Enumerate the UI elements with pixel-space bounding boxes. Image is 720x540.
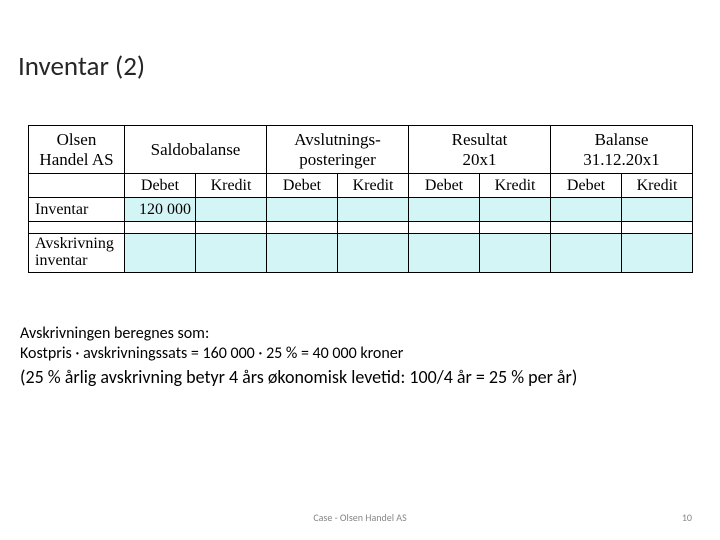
cell bbox=[622, 198, 693, 222]
body-line-3: (25 % årlig avskrivning betyr 4 års økon… bbox=[20, 366, 577, 389]
company-cell: Olsen Handel AS bbox=[29, 126, 125, 174]
footer-center: Case - Olsen Handel AS bbox=[0, 511, 720, 524]
cell bbox=[267, 234, 338, 273]
spacer bbox=[29, 222, 125, 234]
spacer bbox=[196, 222, 267, 234]
cell bbox=[409, 234, 480, 273]
spacer bbox=[551, 222, 622, 234]
spacer bbox=[267, 222, 338, 234]
spacer bbox=[338, 222, 409, 234]
table-row: Inventar 120 000 bbox=[29, 198, 693, 222]
sub-kredit: Kredit bbox=[338, 174, 409, 198]
sub-kredit: Kredit bbox=[480, 174, 551, 198]
cell bbox=[551, 234, 622, 273]
body-text: Avskrivningen beregnes som: Kostpris · a… bbox=[20, 324, 577, 389]
sub-kredit: Kredit bbox=[622, 174, 693, 198]
sub-debet: Debet bbox=[551, 174, 622, 198]
group-avslutnings: Avslutnings- posteringer bbox=[267, 126, 409, 174]
cell bbox=[125, 234, 196, 273]
row-label-inventar: Inventar bbox=[29, 198, 125, 222]
cell bbox=[196, 198, 267, 222]
body-line-2: Kostpris · avskrivningssats = 160 000 · … bbox=[20, 344, 577, 364]
spacer bbox=[622, 222, 693, 234]
spacer-row bbox=[29, 222, 693, 234]
table-row: Avskrivning inventar bbox=[29, 234, 693, 273]
group-saldobalanse: Saldobalanse bbox=[125, 126, 267, 174]
table-header-row-1: Olsen Handel AS Saldobalanse Avslutnings… bbox=[29, 126, 693, 174]
slide-title: Inventar (2) bbox=[18, 50, 145, 83]
company-name: Olsen Handel AS bbox=[39, 130, 113, 169]
cell bbox=[196, 234, 267, 273]
cell bbox=[409, 198, 480, 222]
cell: 120 000 bbox=[125, 198, 196, 222]
group-balanse: Balanse 31.12.20x1 bbox=[551, 126, 693, 174]
spacer bbox=[480, 222, 551, 234]
body-line-1: Avskrivningen beregnes som: bbox=[20, 324, 577, 344]
group-resultat: Resultat 20x1 bbox=[409, 126, 551, 174]
cell bbox=[338, 234, 409, 273]
empty-header bbox=[29, 174, 125, 198]
cell bbox=[338, 198, 409, 222]
cell bbox=[622, 234, 693, 273]
footer-page-number: 10 bbox=[682, 511, 692, 524]
cell bbox=[480, 234, 551, 273]
spacer bbox=[409, 222, 480, 234]
row-label-avskrivning: Avskrivning inventar bbox=[29, 234, 125, 273]
cell bbox=[267, 198, 338, 222]
accounting-table: Olsen Handel AS Saldobalanse Avslutnings… bbox=[28, 125, 692, 273]
cell bbox=[551, 198, 622, 222]
spacer bbox=[125, 222, 196, 234]
sub-debet: Debet bbox=[267, 174, 338, 198]
sub-kredit: Kredit bbox=[196, 174, 267, 198]
table-header-row-2: Debet Kredit Debet Kredit Debet Kredit D… bbox=[29, 174, 693, 198]
sub-debet: Debet bbox=[409, 174, 480, 198]
sub-debet: Debet bbox=[125, 174, 196, 198]
cell bbox=[480, 198, 551, 222]
